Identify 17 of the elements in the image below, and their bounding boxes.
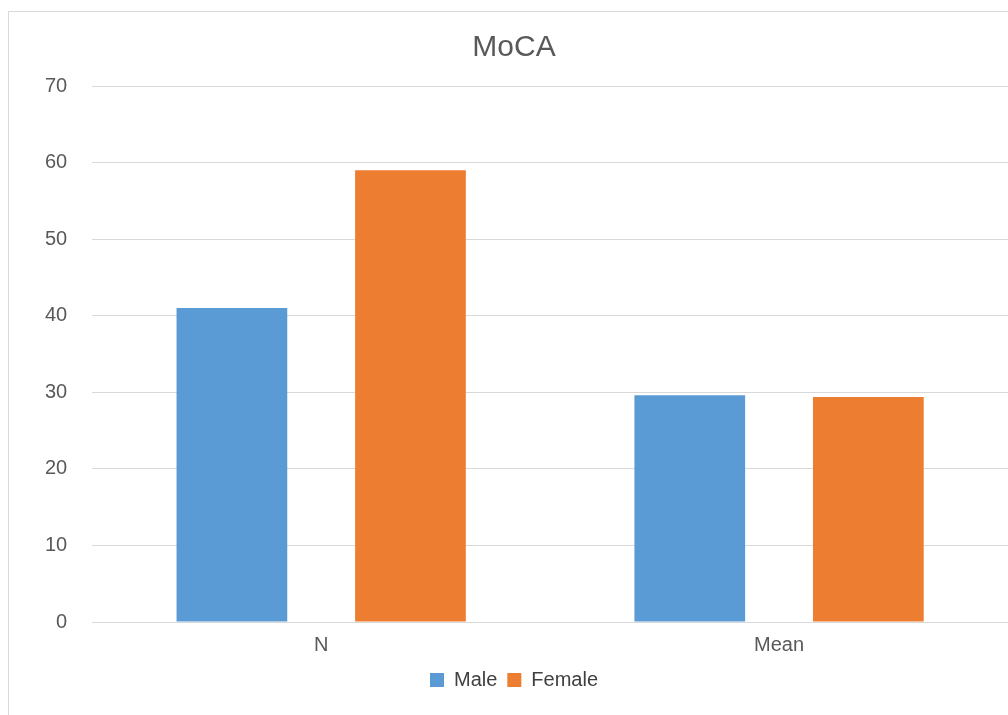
x-tick-label: Mean <box>754 632 805 655</box>
y-tick-label: 70 <box>45 73 68 96</box>
y-tick-label: 40 <box>45 303 68 326</box>
bar <box>812 396 924 622</box>
legend-label: Female <box>531 667 599 690</box>
y-tick-label: 20 <box>45 456 68 479</box>
bar <box>634 395 746 622</box>
y-tick-label: 60 <box>45 150 68 173</box>
chart-title: MoCA <box>472 29 556 63</box>
y-tick-label: 30 <box>45 379 68 402</box>
y-tick-label: 0 <box>56 609 68 632</box>
legend-label: Male <box>453 667 498 690</box>
y-tick-label: 10 <box>45 532 68 555</box>
y-tick-label: 50 <box>45 226 68 249</box>
bar <box>355 170 466 622</box>
bar <box>176 308 288 622</box>
x-tick-label: N <box>313 632 329 655</box>
